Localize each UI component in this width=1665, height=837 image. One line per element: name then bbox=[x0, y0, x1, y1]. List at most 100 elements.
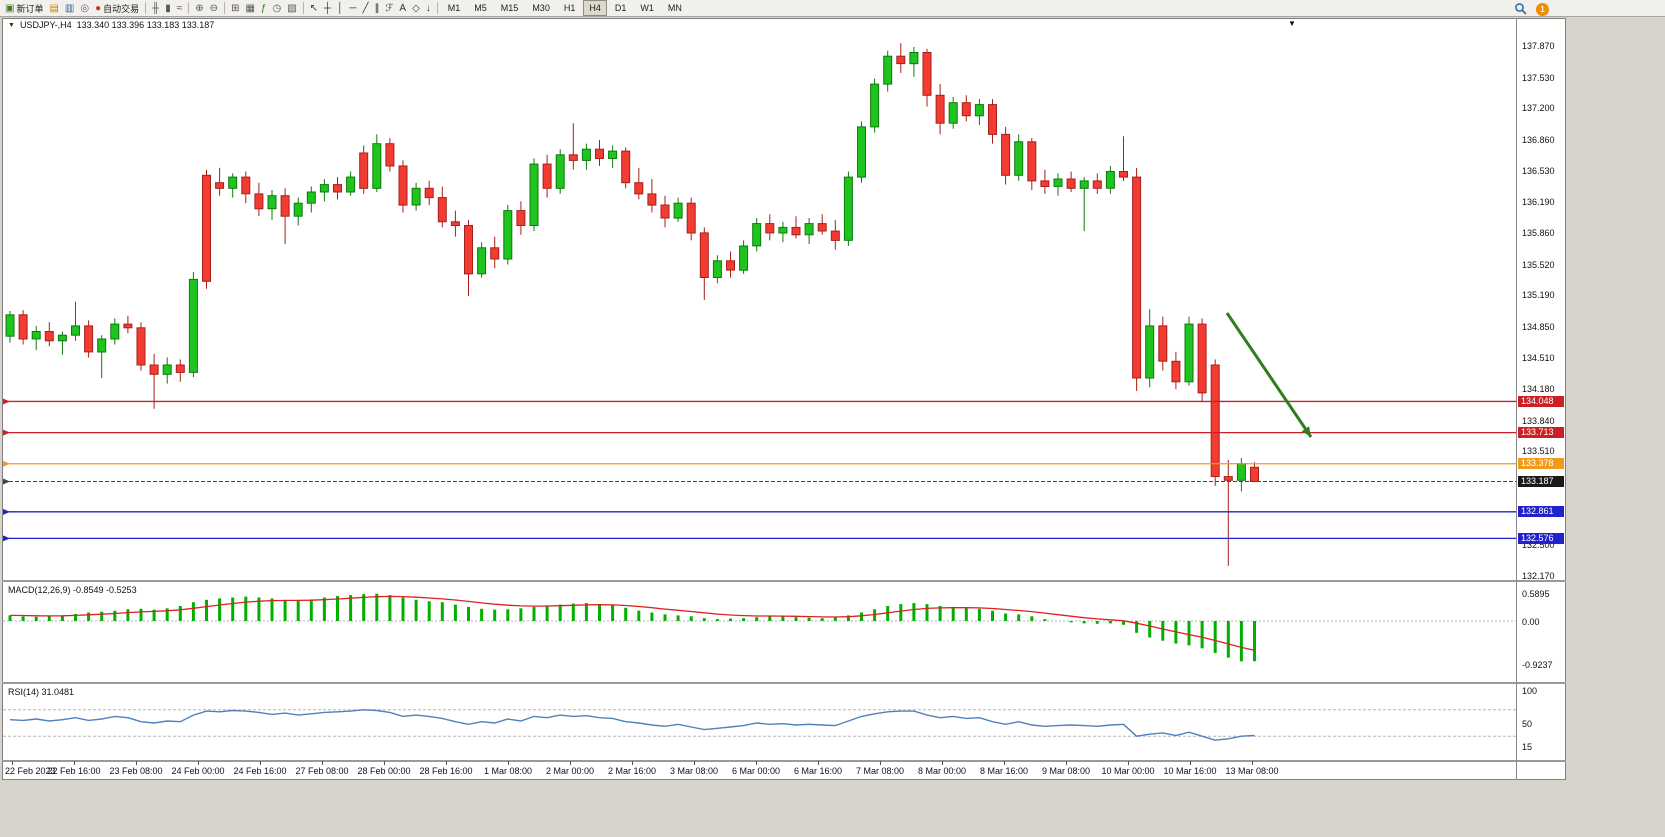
templates-button[interactable]: ▧ bbox=[284, 1, 299, 16]
crosshair-button[interactable]: ┼ bbox=[321, 1, 334, 16]
channel-button[interactable]: ∥ bbox=[372, 1, 383, 16]
timeframe-mn-button[interactable]: MN bbox=[667, 3, 682, 13]
trend-arrow-annotation[interactable] bbox=[1225, 312, 1313, 438]
time-tick bbox=[384, 761, 385, 765]
candles-series bbox=[5, 43, 1259, 566]
horizontal-line-132.576[interactable] bbox=[3, 535, 1517, 542]
price-axis-label: 137.870 bbox=[1522, 41, 1555, 51]
rsi-line bbox=[9, 709, 1255, 741]
autotrading-button[interactable]: ● 自动交易 bbox=[92, 1, 142, 16]
time-axis-label: 2 Mar 16:00 bbox=[607, 766, 657, 776]
rsi-axis-label: 100 bbox=[1522, 686, 1538, 696]
time-tick bbox=[508, 761, 509, 765]
chart-ohlc-values: 133.340 133.396 133.183 133.187 bbox=[76, 20, 215, 30]
fibonacci-button[interactable]: ℱ bbox=[383, 1, 397, 16]
cursor-button[interactable]: ↖ bbox=[307, 1, 321, 16]
time-axis-label: 3 Mar 08:00 bbox=[669, 766, 719, 776]
profiles-button[interactable]: ▦ bbox=[242, 1, 257, 16]
timeframe-m5-button[interactable]: M5 bbox=[474, 3, 487, 13]
chart-corner-arrow-icon[interactable]: ▼ bbox=[1288, 19, 1296, 28]
price-axis-label: 133.840 bbox=[1522, 415, 1555, 426]
candles-chart-icon: ▮ bbox=[165, 2, 171, 14]
panel-separator[interactable] bbox=[2, 682, 1566, 684]
horizontal-line-button[interactable]: ─ bbox=[346, 1, 359, 16]
chart-symbol-period: USDJPY-,H4 bbox=[19, 20, 72, 30]
timeframe-w1-button[interactable]: W1 bbox=[640, 3, 654, 13]
time-tick bbox=[694, 761, 695, 765]
new-chart-button[interactable]: ⊞ bbox=[228, 1, 242, 16]
price-axis-label: 132.500 bbox=[1522, 540, 1555, 551]
navigator-icon: ◎ bbox=[80, 2, 90, 14]
price-axis-label: 135.190 bbox=[1522, 290, 1555, 301]
timeframe-m30-button[interactable]: M30 bbox=[532, 3, 550, 13]
trendline-button[interactable]: ╱ bbox=[359, 1, 371, 16]
time-tick bbox=[1004, 761, 1005, 765]
time-axis-label: 22 Feb 16:00 bbox=[47, 766, 101, 776]
text-label-icon: A bbox=[399, 2, 407, 14]
time-axis-label: 10 Mar 16:00 bbox=[1163, 766, 1217, 776]
main-chart-canvas[interactable] bbox=[3, 19, 1517, 580]
indicators-button[interactable]: ƒ bbox=[258, 1, 270, 16]
chart-dropdown-icon[interactable]: ▼ bbox=[8, 21, 15, 29]
periods-button[interactable]: ◷ bbox=[269, 1, 284, 16]
chart-window bbox=[2, 18, 1566, 780]
autotrading-label: 自动交易 bbox=[103, 3, 140, 14]
time-axis-label: 22 Feb 2023 bbox=[5, 766, 56, 776]
navigator-button[interactable]: ◎ bbox=[77, 1, 92, 16]
panel-separator[interactable] bbox=[2, 760, 1566, 762]
candles-chart-button[interactable]: ▮ bbox=[162, 1, 174, 16]
toolbar-buttons: ▣ 新订单 ▤ ▥ ◎ ● 自动交易 ╫ ▮ ≈ ⊕ ⊖ ⊞ ▦ ƒ ◷ ▧ ↖ ┼ │ ─ ╱ ∥ ℱ A ◇ ↓ bbox=[2, 0, 441, 17]
time-tick bbox=[570, 761, 571, 765]
price-axis-label: 135.860 bbox=[1522, 227, 1555, 238]
shapes-button[interactable]: ◇ bbox=[409, 1, 423, 16]
time-tick bbox=[322, 761, 323, 765]
market-watch-button[interactable]: ▤ bbox=[46, 1, 61, 16]
horizontal-line-134.048[interactable] bbox=[3, 398, 1517, 405]
market-watch-icon: ▤ bbox=[49, 2, 59, 14]
line-chart-button[interactable]: ≈ bbox=[174, 1, 186, 16]
horizontal-line-133.378[interactable] bbox=[3, 460, 1517, 467]
time-axis-label: 27 Feb 08:00 bbox=[295, 766, 349, 776]
channel-icon: ∥ bbox=[374, 2, 380, 14]
timeframe-m1-button[interactable]: M1 bbox=[447, 3, 461, 13]
toolbar-separator bbox=[145, 2, 147, 14]
horizontal-line-132.861[interactable] bbox=[3, 508, 1517, 515]
templates-icon: ▧ bbox=[287, 2, 297, 14]
time-tick bbox=[12, 761, 13, 765]
search-icon[interactable] bbox=[1514, 2, 1528, 16]
zoom-in-button[interactable]: ⊕ bbox=[192, 1, 206, 16]
vertical-line-button[interactable]: │ bbox=[334, 1, 346, 16]
time-axis-label: 28 Feb 16:00 bbox=[419, 766, 473, 776]
time-tick bbox=[1128, 761, 1129, 765]
timeframe-d1-button[interactable]: D1 bbox=[614, 3, 627, 13]
timeframe-h4-button[interactable]: H4 bbox=[583, 0, 607, 16]
new-order-button[interactable]: ▣ 新订单 bbox=[2, 1, 46, 16]
timeframe-h1-button[interactable]: H1 bbox=[563, 3, 576, 13]
price-axis-label: 134.180 bbox=[1522, 384, 1555, 395]
zoom-out-button[interactable]: ⊖ bbox=[207, 1, 221, 16]
rsi-axis-label: 50 bbox=[1522, 719, 1533, 729]
new-chart-icon: ⊞ bbox=[231, 2, 240, 14]
rsi-panel-canvas[interactable] bbox=[3, 685, 1517, 758]
panel-separator[interactable] bbox=[2, 580, 1566, 582]
arrows-tool-icon: ↓ bbox=[425, 2, 431, 14]
timeframe-buttons: M1 M5 M15 M30 H1 H4 D1 W1 MN bbox=[441, 0, 689, 17]
horizontal-line-133.713[interactable] bbox=[3, 429, 1517, 436]
notifications-badge[interactable]: 1 bbox=[1536, 2, 1549, 16]
rsi-axis: 100 50 15 bbox=[1517, 685, 1566, 760]
price-axis-label: 136.190 bbox=[1522, 197, 1555, 208]
main-toolbar: ▣ 新订单 ▤ ▥ ◎ ● 自动交易 ╫ ▮ ≈ ⊕ ⊖ ⊞ ▦ ƒ ◷ ▧ ↖ ┼ │ ─ ╱ ∥ ℱ A ◇ ↓ M1 M5 M15… bbox=[0, 0, 1665, 17]
time-tick bbox=[942, 761, 943, 765]
time-axis-label: 23 Feb 08:00 bbox=[109, 766, 163, 776]
bars-chart-button[interactable]: ╫ bbox=[149, 1, 162, 16]
price-badge-132.861: 132.861 bbox=[1518, 506, 1564, 518]
macd-panel-canvas[interactable] bbox=[3, 583, 1517, 682]
bid-price-line bbox=[3, 478, 1517, 485]
text-label-button[interactable]: A bbox=[396, 1, 409, 16]
horizontal-line-icon: ─ bbox=[349, 2, 357, 14]
timeframe-m15-button[interactable]: M15 bbox=[500, 3, 519, 13]
time-axis-label: 13 Mar 08:00 bbox=[1225, 766, 1279, 776]
macd-axis-label: 0.00 bbox=[1522, 617, 1540, 627]
arrows-tool-button[interactable]: ↓ bbox=[423, 1, 434, 16]
data-window-button[interactable]: ▥ bbox=[62, 1, 77, 16]
